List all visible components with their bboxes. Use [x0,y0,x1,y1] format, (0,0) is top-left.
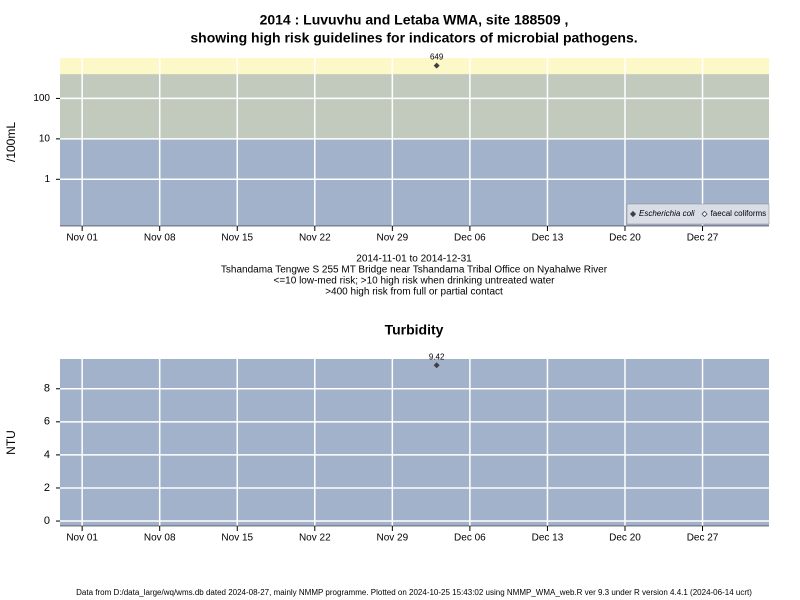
data-point [433,362,440,369]
x-tick-label: Nov 29 [377,233,409,244]
data-label: 9.42 [429,352,445,361]
risk-band [60,74,769,139]
y-axis-label: NTU [4,430,18,455]
x-tick-label: Dec 27 [687,233,719,244]
x-tick-label: Dec 06 [454,233,486,244]
x-tick-label: Nov 08 [144,233,176,244]
legend-marker [701,210,708,218]
x-tick-label: Nov 29 [377,533,409,544]
note: <=10 low-med risk; >10 high risk when dr… [274,276,556,287]
y-tick-label: 6 [44,416,50,428]
panel-title: Turbidity [385,322,444,338]
x-tick-label: Dec 20 [609,233,641,244]
legend-label: faecal coliforms [711,209,767,218]
y-tick-label: 1 [44,174,50,185]
note: 2014-11-01 to 2014-12-31 [356,254,472,265]
risk-band [60,359,769,526]
x-tick-label: Nov 22 [299,533,331,544]
y-tick-label: 2 [44,482,50,494]
y-tick-label: 100 [33,93,50,104]
x-tick-label: Nov 22 [299,233,331,244]
x-tick-label: Dec 13 [532,233,564,244]
legend-box [626,203,770,225]
x-tick-label: Nov 01 [66,233,98,244]
x-tick-label: Dec 20 [609,533,641,544]
risk-band [60,58,769,75]
y-tick-label: 4 [44,449,50,461]
x-tick-label: Nov 01 [66,533,98,544]
x-tick-label: Dec 13 [532,533,564,544]
footer: Data from D:/data_large/wq/wms.db dated … [76,588,752,597]
data-point [433,62,440,69]
x-tick-label: Dec 27 [687,533,719,544]
y-tick-label: 0 [44,515,50,527]
legend-label: Escherichia coli [639,209,695,218]
y-tick-label: 8 [44,383,50,395]
data-label: 649 [430,53,444,62]
x-tick-label: Nov 15 [221,233,253,244]
note: >400 high risk from full or partial cont… [325,287,503,298]
x-tick-label: Nov 15 [221,533,253,544]
x-tick-label: Nov 08 [144,533,176,544]
title-line: showing high risk guidelines for indicat… [190,30,637,46]
title-line: 2014 : Luvuvhu and Letaba WMA, site 1885… [260,12,569,28]
y-tick-label: 10 [39,134,51,145]
legend-marker [629,210,637,218]
note: Tshandama Tengwe S 255 MT Bridge near Ts… [221,265,608,276]
y-axis-label: /100mL [4,122,18,162]
x-tick-label: Dec 06 [454,533,486,544]
